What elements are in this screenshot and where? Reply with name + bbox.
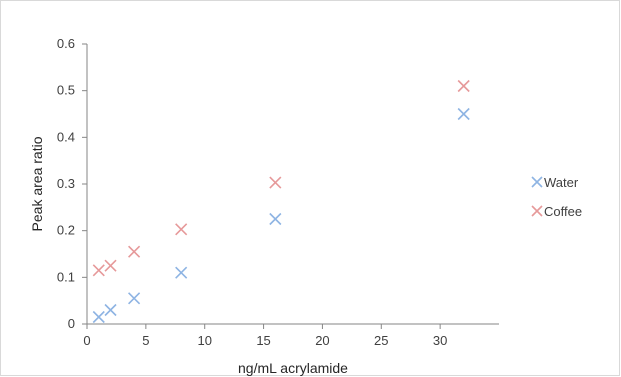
axes (86, 44, 499, 325)
data-point-coffee (128, 245, 141, 258)
data-point-coffee (175, 223, 188, 236)
y-tick-label: 0.4 (57, 129, 75, 144)
data-point-coffee (457, 79, 470, 93)
x-tick-label: 20 (315, 333, 329, 348)
x-tick-label: 15 (256, 333, 270, 348)
data-point-water (457, 107, 470, 121)
x-tick-label: 25 (374, 333, 388, 348)
legend: Water Coffee (531, 175, 582, 219)
x-tick-label: 0 (83, 333, 90, 348)
legend-item-water: Water (531, 175, 579, 190)
legend-marker-coffee (531, 205, 543, 217)
y-tick-label: 0.6 (57, 36, 75, 51)
legend-item-coffee: Coffee (531, 204, 582, 219)
y-tick-label: 0 (68, 316, 75, 331)
data-points (92, 79, 470, 324)
y-tick-label: 0.5 (57, 83, 75, 98)
data-point-water (104, 303, 117, 317)
data-point-coffee (269, 176, 282, 189)
y-axis-title: Peak area ratio (29, 136, 45, 231)
data-point-coffee (104, 259, 117, 272)
legend-label-water: Water (544, 175, 579, 190)
data-point-coffee (92, 264, 105, 277)
y-tick-label: 0.2 (57, 223, 75, 238)
x-tick-label: 10 (197, 333, 211, 348)
x-tick-label: 30 (433, 333, 447, 348)
y-tick-label: 0.3 (57, 176, 75, 191)
data-point-water (128, 292, 141, 305)
y-tick-label: 0.1 (57, 269, 75, 284)
legend-label-coffee: Coffee (544, 204, 582, 219)
x-tick-label: 5 (142, 333, 149, 348)
legend-marker-water (531, 176, 543, 188)
data-point-water (175, 266, 188, 279)
x-axis-title: ng/mL acrylamide (238, 360, 348, 376)
axis-ticks: 0 0.1 0.2 0.3 0.4 0.5 0.6 0 5 10 15 20 25 30 (57, 36, 447, 348)
data-point-water (269, 212, 282, 226)
data-point-water (92, 310, 105, 324)
